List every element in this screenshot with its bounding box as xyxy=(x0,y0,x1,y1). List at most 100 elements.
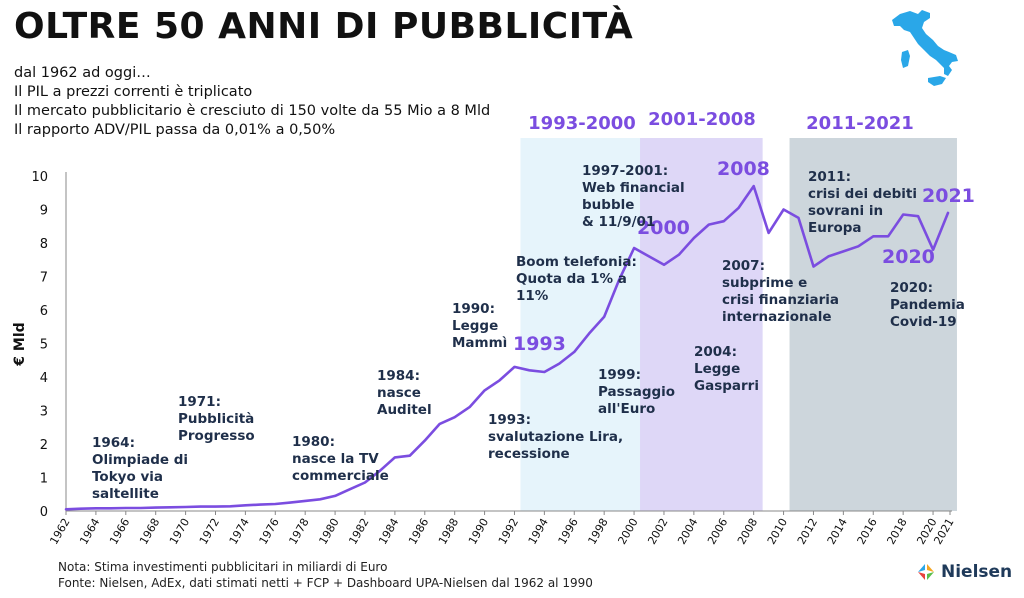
x-tick-label: 1996 xyxy=(556,516,581,547)
data-point xyxy=(812,265,815,268)
data-point xyxy=(588,332,591,335)
data-point xyxy=(154,506,157,509)
data-point xyxy=(319,498,321,501)
y-tick-label: 2 xyxy=(40,438,48,453)
annotation-line: nasce la TV xyxy=(292,451,379,467)
period-label: 2001-2008 xyxy=(648,109,756,130)
data-point xyxy=(199,505,202,508)
annotation-1964: 1964: Olimpiade di Tokyo via saltellite xyxy=(92,435,193,502)
data-point xyxy=(65,508,67,511)
x-tick-label: 1964 xyxy=(77,516,102,547)
annotation-line: Auditel xyxy=(377,402,432,418)
annotation-line: 1999: xyxy=(598,367,641,383)
data-point xyxy=(648,255,650,258)
annotation-line: Quota da 1% a xyxy=(516,271,627,287)
annotation-1980: 1980: nasce la TV commerciale xyxy=(292,434,389,484)
data-point xyxy=(289,501,292,504)
data-point xyxy=(902,213,904,216)
data-point xyxy=(423,439,426,442)
data-point xyxy=(379,470,381,472)
year-label: 2021 xyxy=(922,185,975,207)
data-point xyxy=(842,250,845,253)
annotation-line: Covid-19 xyxy=(890,314,957,330)
annotation-line: 2007: xyxy=(722,258,765,274)
y-tick-label: 9 xyxy=(40,204,48,219)
annotation-1997-2001: 1997-2001: Web financial bubble & 11/9/0… xyxy=(582,163,689,230)
data-point xyxy=(737,207,740,209)
annotation-line: Progresso xyxy=(178,428,255,444)
y-axis-label: € Mld xyxy=(12,322,28,366)
period-band xyxy=(789,138,957,511)
data-point xyxy=(244,504,247,507)
data-point xyxy=(184,506,187,508)
data-point xyxy=(722,220,725,223)
year-labels: 1993 2000 2008 2020 2021 xyxy=(513,158,975,355)
y-tick-label: 4 xyxy=(40,371,48,386)
subtitle-line: Il mercato pubblicitario è cresciuto di … xyxy=(14,103,491,119)
x-tick-label: 1972 xyxy=(197,516,222,547)
annotation-line: Pandemia xyxy=(890,297,965,313)
data-point xyxy=(857,245,860,248)
data-point xyxy=(468,406,471,408)
annotation-line: 1984: xyxy=(377,368,420,384)
annotation-line: 2004: xyxy=(694,344,737,360)
data-point xyxy=(229,505,232,508)
annotation-line: 1980: xyxy=(292,434,335,450)
data-point xyxy=(782,208,785,211)
x-tick-label: 1970 xyxy=(167,516,192,547)
year-label: 1993 xyxy=(513,333,566,355)
x-tick-label: 2016 xyxy=(855,516,880,547)
year-label: 2000 xyxy=(637,217,690,239)
nielsen-logo: Nielsen xyxy=(916,562,1012,582)
year-label: 2020 xyxy=(882,246,935,268)
x-tick-label: 1978 xyxy=(287,516,312,547)
data-point xyxy=(304,500,306,502)
annotation-2004: 2004: Legge Gasparri xyxy=(694,344,759,394)
annotation-line: Legge xyxy=(452,318,498,334)
data-point xyxy=(334,495,336,497)
x-tick-label: 1982 xyxy=(346,516,371,547)
x-tick-label: 1974 xyxy=(227,516,252,547)
data-point xyxy=(409,454,411,457)
subtitle-block: dal 1962 ad oggi… Il PIL a prezzi corren… xyxy=(14,64,490,140)
x-tick-label: 1976 xyxy=(257,516,282,547)
data-point xyxy=(364,481,366,484)
data-point xyxy=(797,217,800,219)
data-point xyxy=(349,488,351,491)
period-label: 1993-2000 xyxy=(528,113,636,134)
annotation-1993: 1993: svalutazione Lira, recessione xyxy=(488,412,628,462)
data-point xyxy=(453,416,456,419)
x-tick-label: 2000 xyxy=(615,516,640,547)
data-point xyxy=(274,503,277,505)
period-band xyxy=(640,138,763,511)
annotation-line: Olimpiade di xyxy=(92,452,188,468)
annotation-line: Mammì xyxy=(452,335,507,351)
data-point xyxy=(483,389,486,392)
data-point xyxy=(693,237,695,239)
annotation-line: Passaggio xyxy=(598,384,675,400)
x-tick-label: 1962 xyxy=(47,516,72,547)
annotation-line: Tokyo via xyxy=(92,469,163,485)
x-tick-label: 1966 xyxy=(107,516,132,547)
annotation-1984: 1984: nasce Auditel xyxy=(377,368,432,418)
annotation-line: 11% xyxy=(516,288,549,304)
annotations: 1964: Olimpiade di Tokyo via saltellite … xyxy=(92,163,965,502)
annotation-line: & 11/9/01 xyxy=(582,214,655,230)
italy-map-icon xyxy=(892,10,958,86)
annotation-line: Web financial xyxy=(582,180,685,196)
page-title: OLTRE 50 ANNI DI PUBBLICITÀ xyxy=(14,6,634,47)
data-point xyxy=(603,315,605,318)
data-point xyxy=(752,185,755,187)
period-band xyxy=(520,138,644,511)
x-tick-label: 1994 xyxy=(526,516,551,547)
series-line xyxy=(64,184,950,511)
x-tick-label: 1992 xyxy=(496,516,521,547)
x-tick-label: 2006 xyxy=(705,516,730,547)
annotation-line: 1964: xyxy=(92,435,135,451)
annotation-line: 2020: xyxy=(890,280,933,296)
annotation-line: saltellite xyxy=(92,486,159,502)
y-tick-label: 6 xyxy=(40,304,48,319)
x-tick-label: 2012 xyxy=(795,516,820,547)
x-tick-label: 1968 xyxy=(137,516,162,547)
